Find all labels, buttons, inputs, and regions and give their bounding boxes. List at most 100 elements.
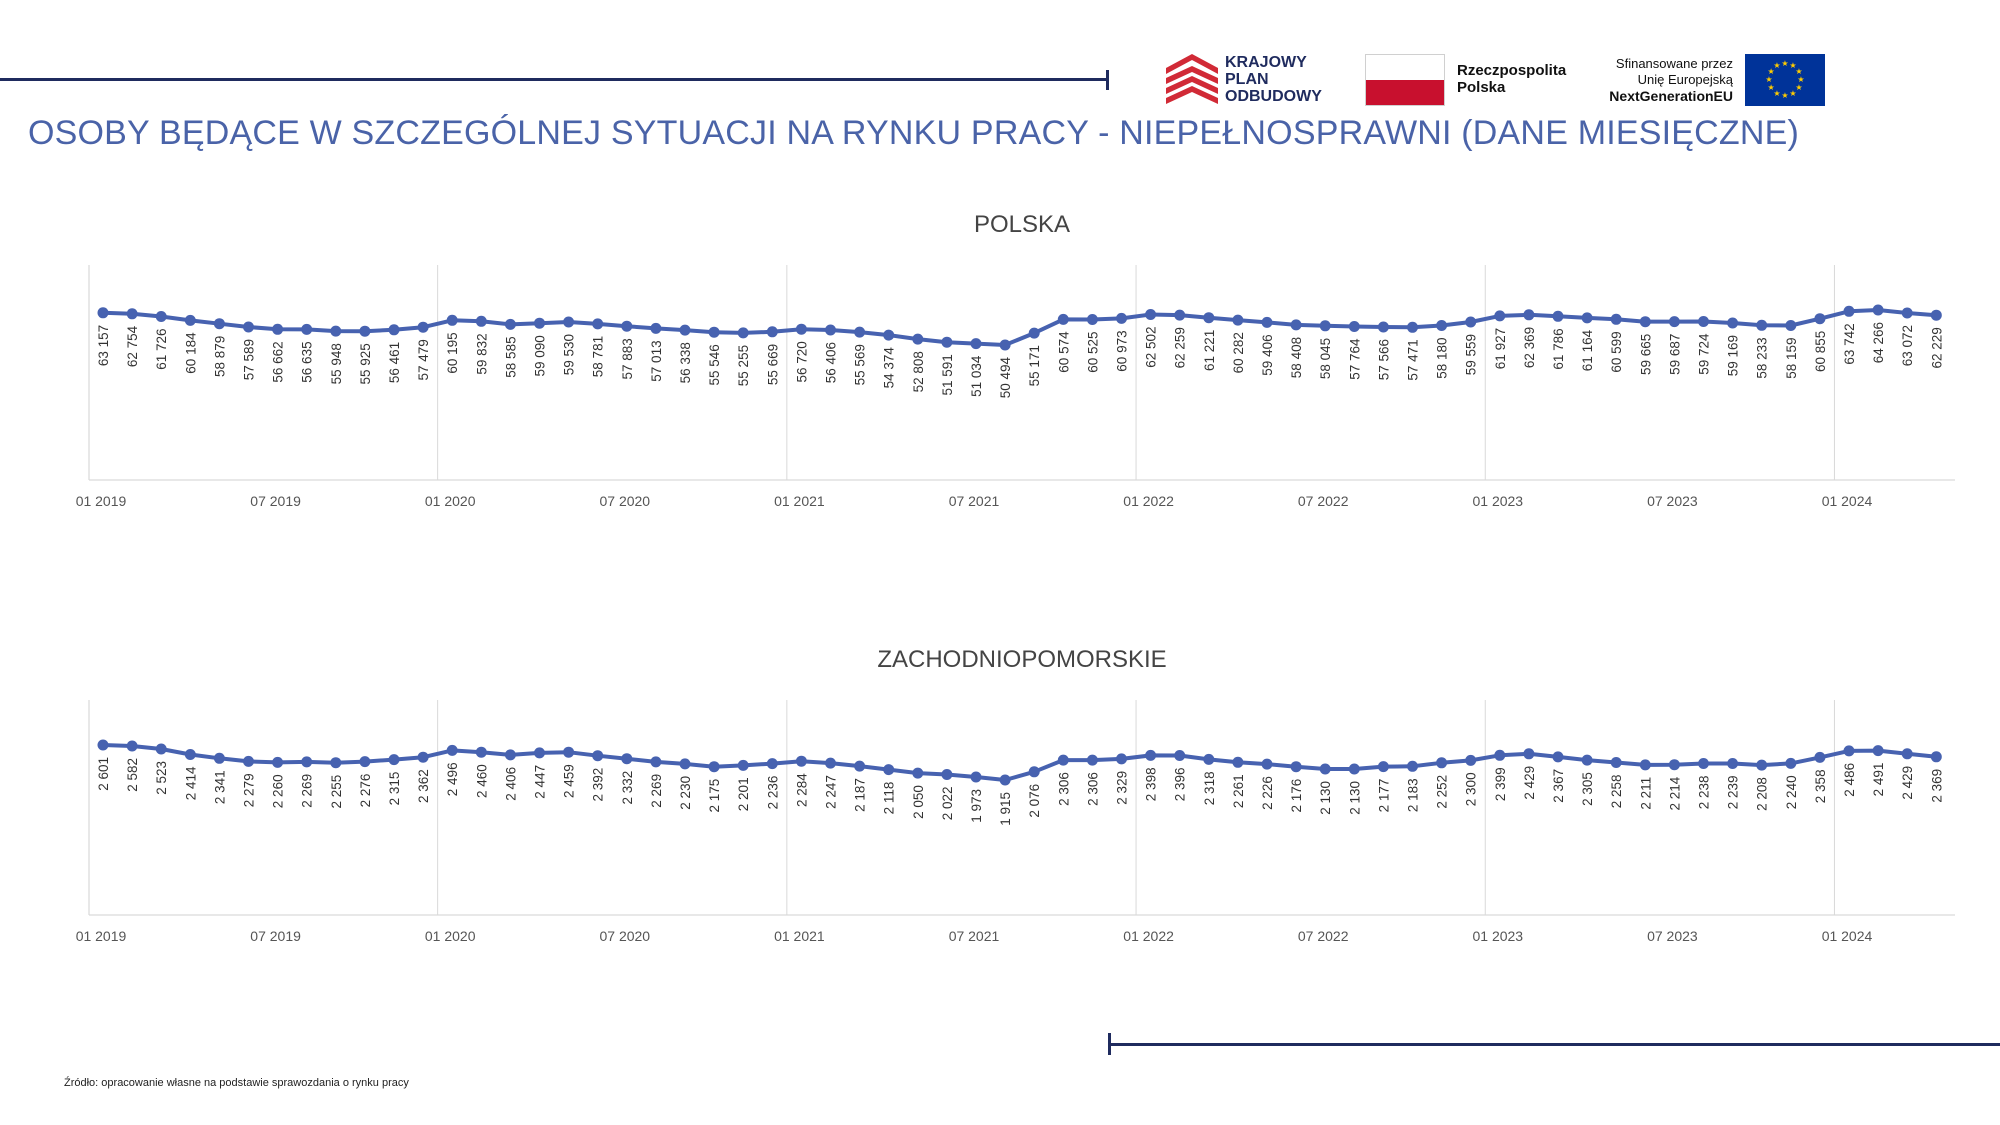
kpo-emblem-icon bbox=[1166, 54, 1218, 104]
data-label: 2 460 bbox=[474, 764, 489, 798]
eu-star-icon: ★ bbox=[1795, 83, 1802, 92]
eu-star-icon: ★ bbox=[1781, 91, 1788, 100]
rp-line-2: Polska bbox=[1457, 79, 1506, 96]
data-label: 56 635 bbox=[300, 341, 315, 382]
data-point bbox=[1203, 312, 1215, 324]
x-tick-label: 07 2021 bbox=[949, 928, 1000, 944]
data-label: 55 255 bbox=[736, 345, 751, 386]
data-label: 2 341 bbox=[212, 770, 227, 804]
data-point bbox=[417, 321, 429, 333]
data-point bbox=[126, 308, 138, 320]
data-label: 2 332 bbox=[620, 771, 635, 805]
data-point bbox=[1785, 757, 1797, 769]
data-label: 2 406 bbox=[503, 767, 518, 801]
data-label: 2 230 bbox=[678, 776, 693, 810]
eu-star-icon: ★ bbox=[1768, 83, 1775, 92]
eu-line-3: NextGenerationEU bbox=[1609, 88, 1733, 104]
data-label: 2 496 bbox=[445, 762, 460, 796]
data-label: 58 585 bbox=[503, 336, 518, 377]
data-point bbox=[534, 747, 545, 759]
data-point bbox=[1145, 309, 1157, 320]
data-point bbox=[999, 774, 1011, 786]
data-label: 60 599 bbox=[1609, 331, 1624, 372]
data-label: 62 502 bbox=[1144, 327, 1159, 368]
data-label: 2 429 bbox=[1522, 766, 1537, 800]
data-point bbox=[1465, 316, 1477, 328]
eu-star-icon: ★ bbox=[1773, 61, 1780, 70]
x-tick-label: 01 2020 bbox=[425, 928, 476, 944]
data-point bbox=[854, 760, 866, 772]
series-line bbox=[102, 743, 1937, 782]
data-point bbox=[1086, 314, 1098, 325]
source-note: Źródło: opracowanie własne na podstawie … bbox=[64, 1077, 409, 1089]
data-label: 64 266 bbox=[1871, 322, 1886, 363]
data-point bbox=[1436, 320, 1448, 331]
top-accent-line bbox=[0, 78, 1108, 81]
data-label: 63 742 bbox=[1842, 323, 1857, 364]
data-label: 2 367 bbox=[1551, 769, 1566, 803]
data-point bbox=[563, 746, 575, 758]
data-point bbox=[359, 756, 371, 768]
data-point bbox=[854, 326, 866, 338]
data-point bbox=[650, 756, 662, 768]
data-label: 2 236 bbox=[765, 776, 780, 810]
data-label: 2 398 bbox=[1144, 767, 1159, 801]
data-label: 2 214 bbox=[1667, 776, 1682, 810]
data-point bbox=[272, 323, 284, 335]
data-label: 60 973 bbox=[1115, 330, 1130, 371]
data-label: 58 045 bbox=[1318, 338, 1333, 379]
data-point bbox=[184, 749, 196, 760]
data-label: 2 279 bbox=[242, 773, 257, 807]
data-point bbox=[1843, 745, 1855, 757]
top-accent-line-end bbox=[1106, 70, 1109, 90]
x-tick-label: 07 2021 bbox=[949, 493, 1000, 509]
data-label: 54 374 bbox=[882, 347, 897, 389]
data-point bbox=[621, 320, 633, 332]
data-label: 2 300 bbox=[1464, 772, 1479, 806]
data-label: 57 589 bbox=[242, 339, 257, 380]
data-point bbox=[1727, 317, 1739, 329]
data-point bbox=[1407, 321, 1418, 333]
data-label: 60 574 bbox=[1056, 331, 1071, 373]
eu-line-2: Unię Europejską bbox=[1637, 72, 1733, 87]
data-label: 58 233 bbox=[1755, 337, 1770, 378]
data-label: 2 208 bbox=[1755, 777, 1770, 811]
data-label: 2 369 bbox=[1929, 769, 1944, 803]
data-label: 59 559 bbox=[1464, 334, 1479, 375]
x-tick-label: 07 2020 bbox=[599, 928, 650, 944]
data-point bbox=[1930, 751, 1942, 763]
data-point bbox=[272, 756, 284, 768]
x-tick-label: 01 2021 bbox=[774, 493, 825, 509]
data-label: 61 164 bbox=[1580, 329, 1595, 371]
data-point bbox=[1872, 304, 1884, 316]
data-label: 60 184 bbox=[183, 332, 198, 374]
data-label: 1 915 bbox=[998, 792, 1013, 826]
data-label: 62 229 bbox=[1929, 327, 1944, 368]
data-point bbox=[1436, 757, 1448, 769]
data-label: 60 525 bbox=[1085, 332, 1100, 373]
data-point bbox=[1174, 309, 1186, 321]
eu-star-icon: ★ bbox=[1795, 67, 1802, 76]
eu-logo-text: Sfinansowane przez Unię Europejską NextG… bbox=[1588, 56, 1733, 104]
x-tick-label: 01 2023 bbox=[1472, 493, 1523, 509]
eu-flag-icon: ★ ★ ★ ★ ★ ★ ★ ★ ★ ★ ★ ★ bbox=[1745, 54, 1825, 111]
data-point bbox=[534, 317, 545, 329]
bottom-accent-line bbox=[1109, 1043, 2000, 1046]
data-label: 2 491 bbox=[1871, 763, 1886, 797]
data-label: 56 662 bbox=[271, 341, 286, 382]
data-point bbox=[155, 743, 167, 755]
data-label: 2 276 bbox=[358, 774, 373, 808]
data-point bbox=[1727, 758, 1739, 769]
data-label: 2 258 bbox=[1609, 775, 1624, 809]
data-point bbox=[883, 329, 895, 341]
data-point bbox=[1232, 756, 1244, 768]
data-point bbox=[1261, 316, 1273, 328]
data-label: 59 687 bbox=[1667, 334, 1682, 375]
series-line bbox=[102, 308, 1937, 347]
x-tick-label: 01 2024 bbox=[1822, 928, 1873, 944]
data-point bbox=[330, 325, 342, 337]
data-label: 62 754 bbox=[125, 325, 140, 367]
data-label: 2 447 bbox=[533, 765, 548, 799]
data-point bbox=[1523, 748, 1535, 760]
data-point bbox=[1901, 307, 1913, 319]
